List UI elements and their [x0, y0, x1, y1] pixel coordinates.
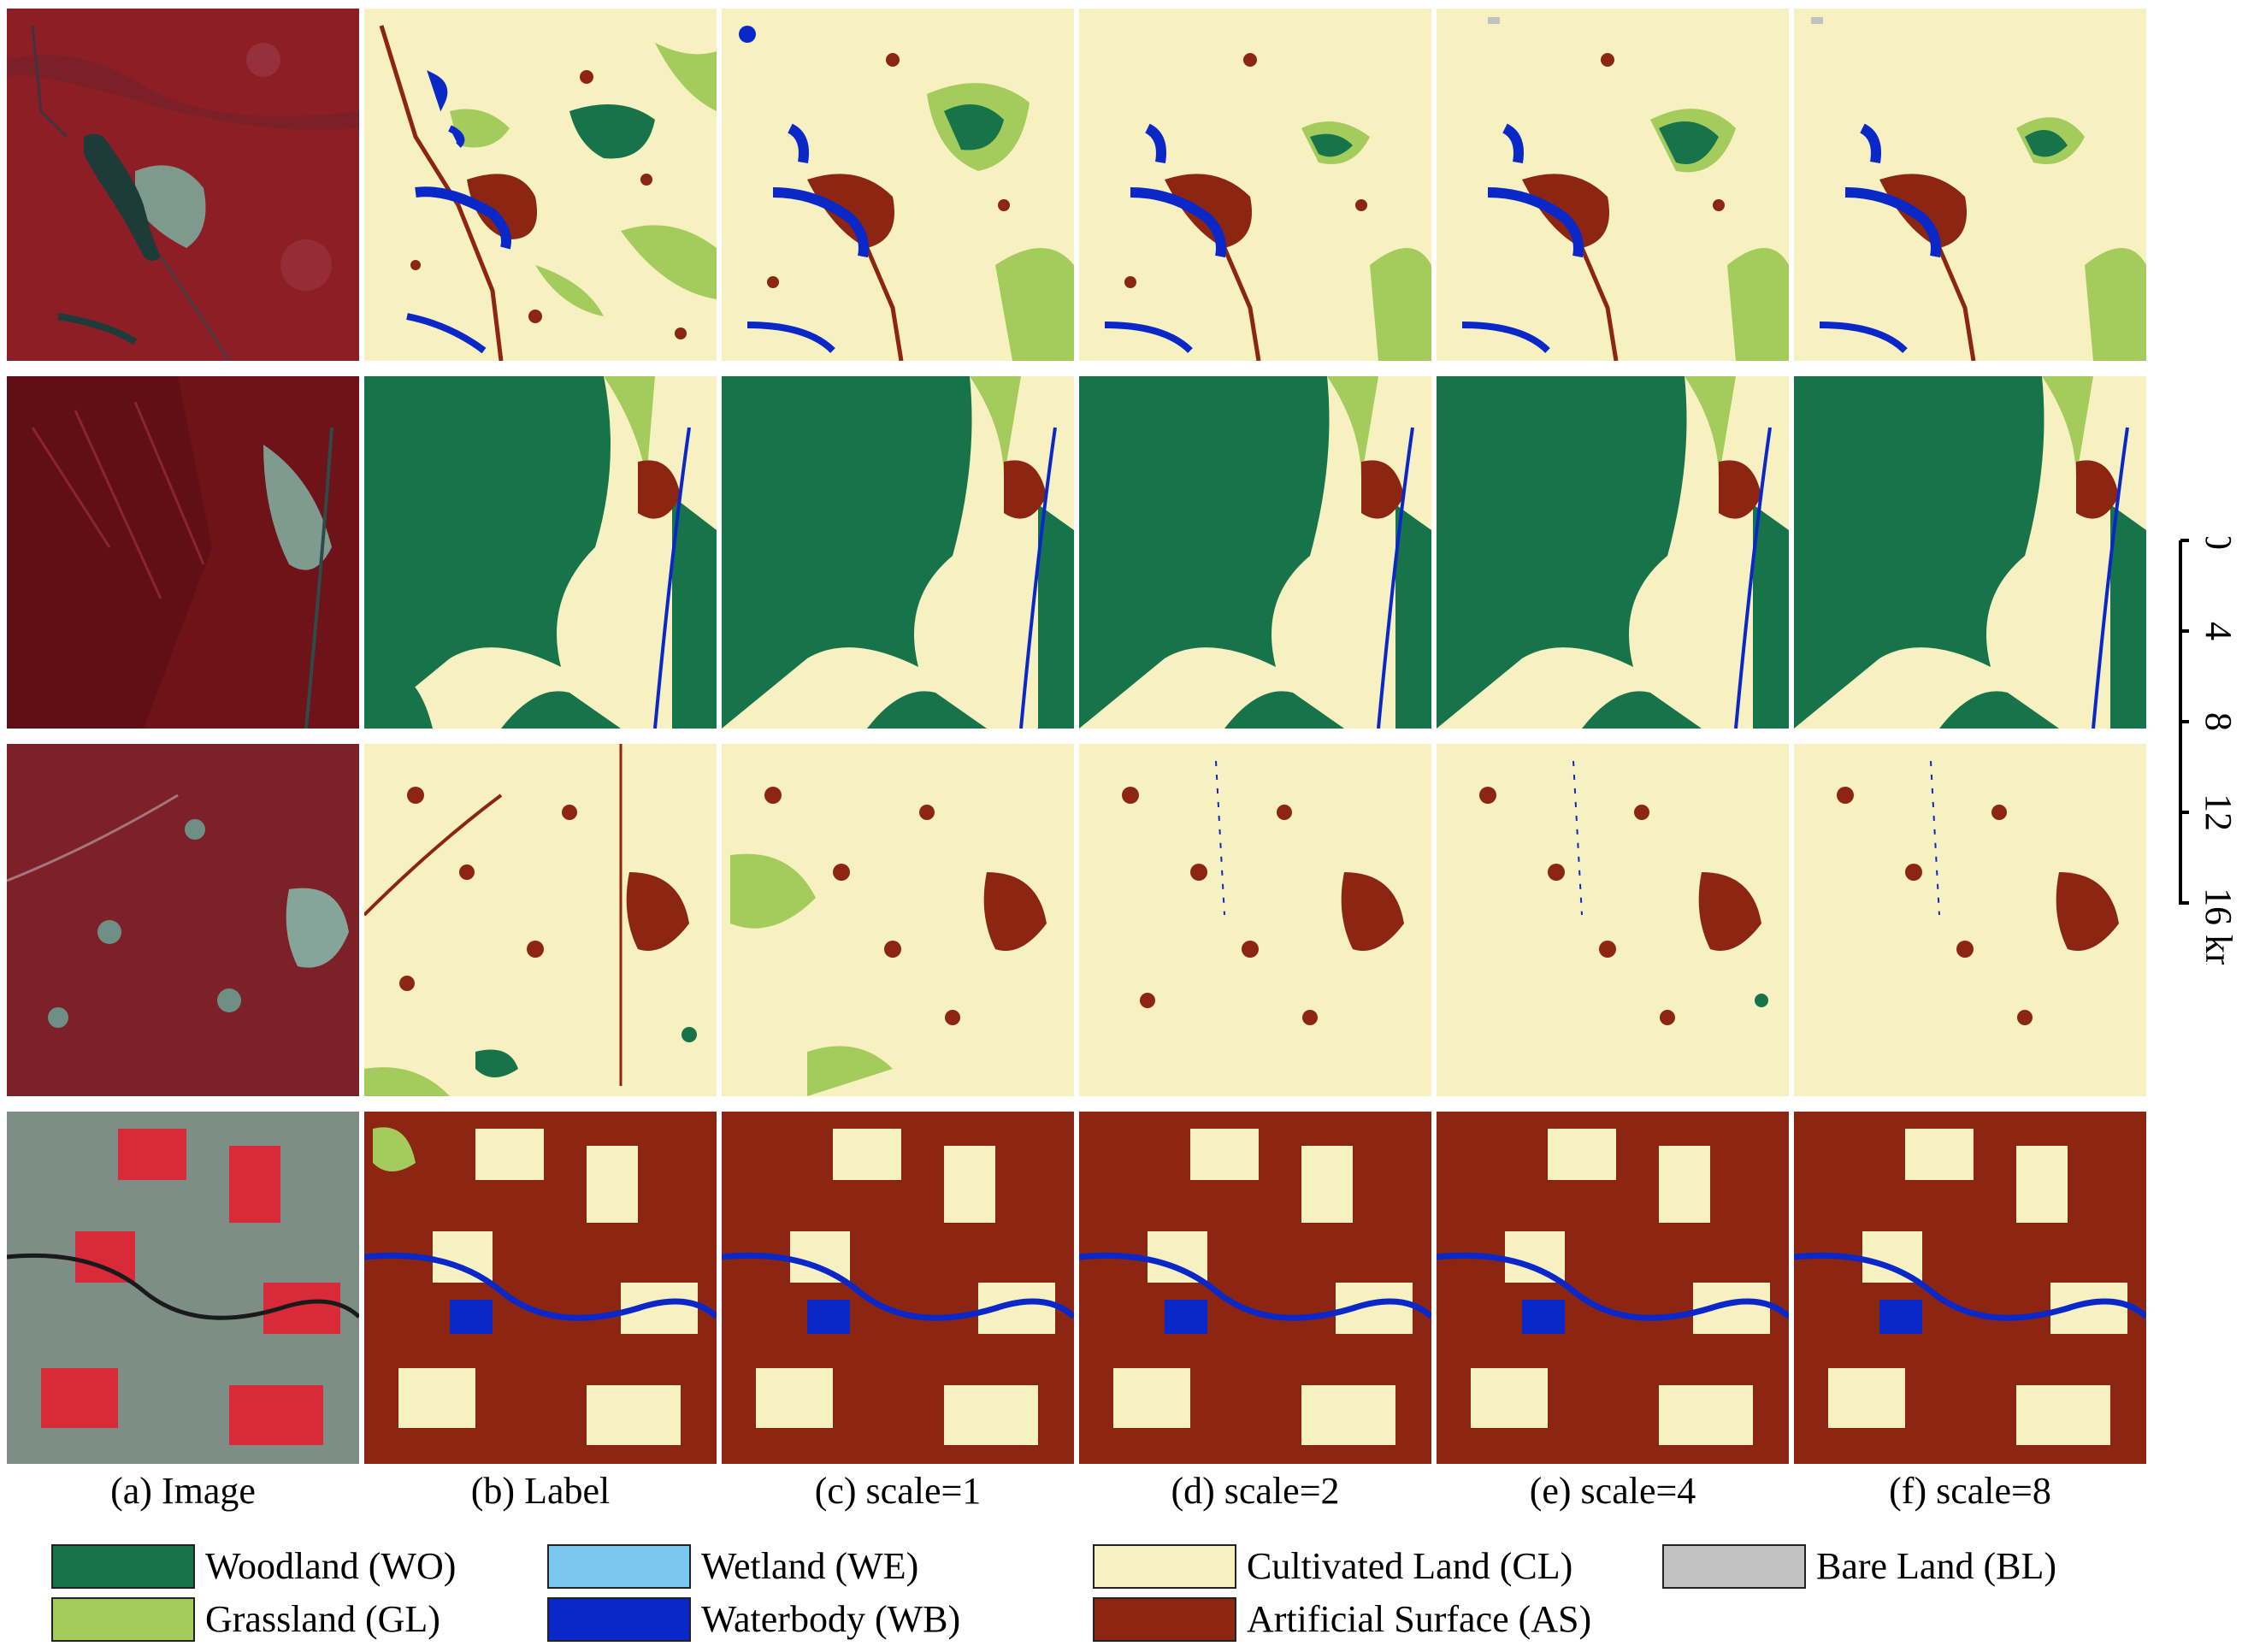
column-label-label: (b) Label: [470, 1470, 611, 1512]
row3-label-map: [364, 744, 717, 1096]
column-label-scale2: (d) scale=2: [1171, 1470, 1340, 1512]
scale-tick-0: 0: [2198, 537, 2239, 550]
row3-scale8-map: [1794, 744, 2146, 1096]
row3-scale2-map: [1079, 744, 1431, 1096]
legend-swatch-grassland: [51, 1597, 195, 1642]
column-label-scale8: (f) scale=8: [1889, 1470, 2051, 1512]
scale-bar: 0 4 8 12 16 km: [2155, 537, 2248, 965]
legend-swatch-wetland: [547, 1544, 691, 1589]
legend-swatch-cultivated: [1093, 1544, 1236, 1589]
row2-scale8-map: [1794, 376, 2146, 729]
row4-scale8-map: [1794, 1112, 2146, 1464]
row1-scale4-map: [1437, 9, 1789, 361]
legend-label-grassland: Grassland (GL): [205, 1598, 440, 1640]
column-label-scale4: (e) scale=4: [1529, 1470, 1696, 1512]
column-label-image: (a) Image: [110, 1470, 256, 1512]
row2-label-map: [364, 376, 717, 729]
legend-label-bare: Bare Land (BL): [1816, 1545, 2056, 1587]
legend-label-wetland: Wetland (WE): [701, 1545, 919, 1587]
scale-tick-16km: 16 km: [2198, 888, 2239, 965]
legend-label-waterbody: Waterbody (WB): [701, 1598, 961, 1640]
row2-image: [7, 376, 359, 729]
row4-scale2-map: [1079, 1112, 1431, 1464]
row1-scale2-map: [1079, 9, 1431, 361]
row4-scale4-map: [1437, 1112, 1789, 1464]
legend-swatch-woodland: [51, 1544, 195, 1589]
row1-scale8-map: [1794, 9, 2146, 361]
row2-scale2-map: [1079, 376, 1431, 729]
row2-scale4-map: [1437, 376, 1789, 729]
row1-scale1-map: [722, 9, 1074, 361]
row4-label-map: [364, 1112, 717, 1464]
row3-scale1-map: [722, 744, 1074, 1096]
row2-scale1-map: [722, 376, 1074, 729]
legend-swatch-bare: [1662, 1544, 1806, 1589]
row3-image: [7, 744, 359, 1096]
scale-tick-12: 12: [2198, 794, 2239, 831]
row4-scale1-map: [722, 1112, 1074, 1464]
scale-tick-4: 4: [2198, 622, 2239, 640]
row1-label-map: [364, 9, 717, 361]
legend-swatch-artificial: [1093, 1597, 1236, 1642]
legend-swatch-waterbody: [547, 1597, 691, 1642]
legend-label-cultivated: Cultivated Land (CL): [1247, 1545, 1573, 1587]
row1-image: [7, 9, 359, 361]
legend-label-woodland: Woodland (WO): [205, 1545, 457, 1587]
row3-scale4-map: [1437, 744, 1789, 1096]
legend-label-artificial: Artificial Surface (AS): [1247, 1598, 1592, 1640]
row4-image: [7, 1112, 359, 1464]
column-label-scale1: (c) scale=1: [814, 1470, 982, 1512]
scale-tick-8: 8: [2198, 712, 2239, 731]
